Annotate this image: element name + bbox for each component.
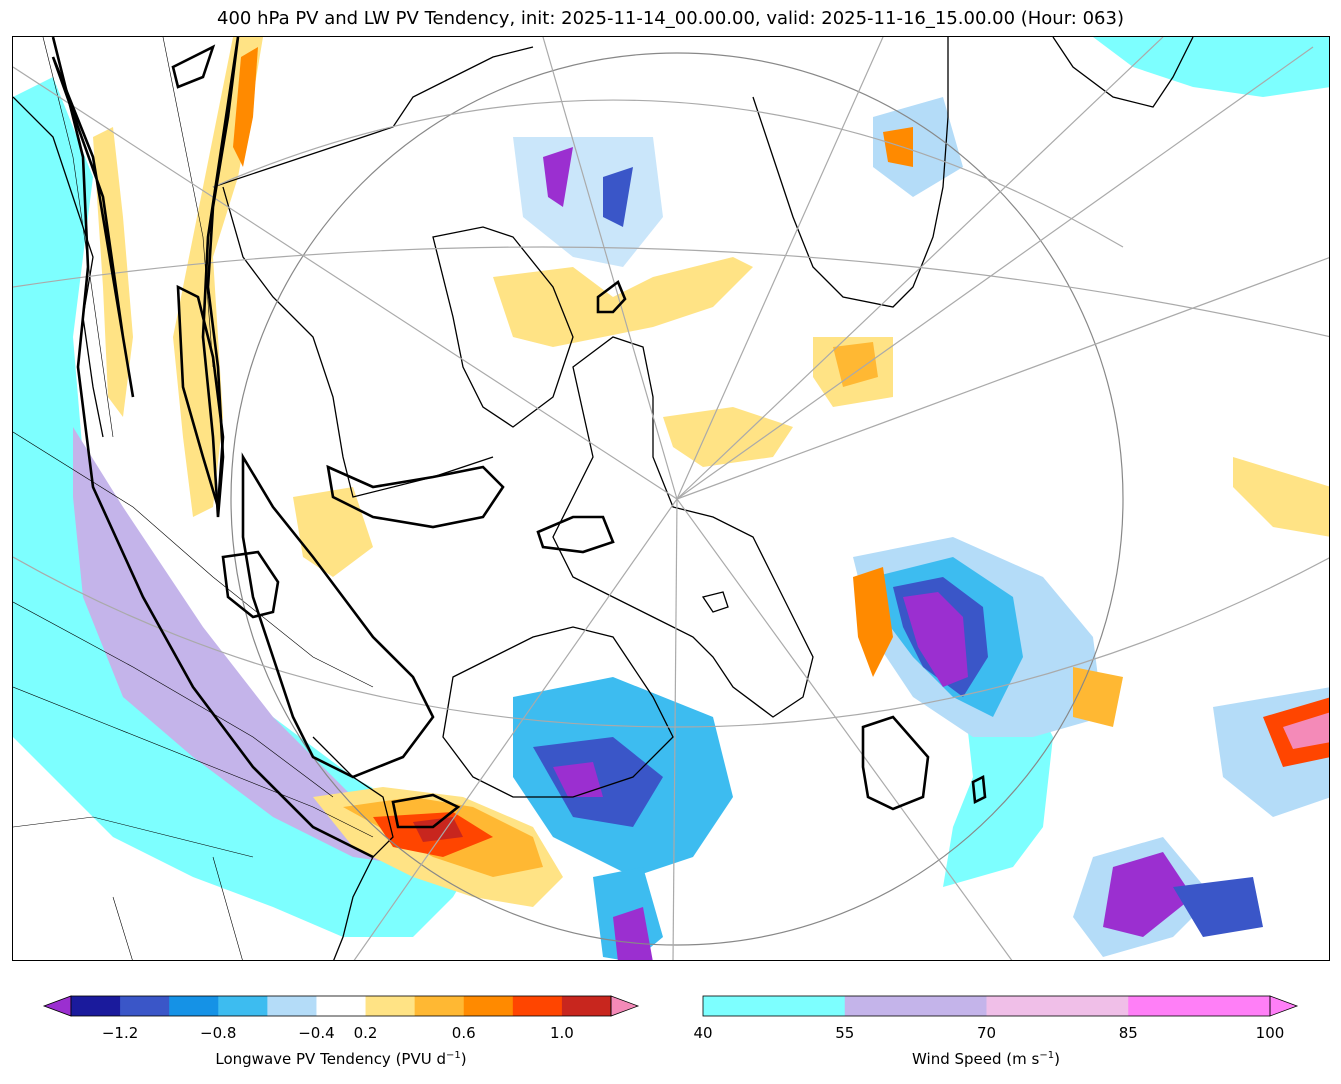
pv-colorbar-swatch [218, 996, 268, 1016]
wind-colorbar-swatch [703, 996, 846, 1016]
pv-colorbar-label: Longwave PV Tendency (PVU d−1) [215, 1050, 467, 1068]
pv-colorbar-tick-label: −1.2 [101, 1024, 139, 1042]
pv-colorbar-swatch [120, 996, 170, 1016]
wind-colorbar-swatch [986, 996, 1129, 1016]
pv-tendency-colorbar [42, 995, 640, 1017]
wind-colorbar-high-extend [1269, 995, 1299, 1017]
pv-colorbar-high-extend [610, 995, 640, 1017]
pv-colorbar-swatch [512, 996, 563, 1016]
pv-colorbar-tick-label: −0.8 [200, 1024, 237, 1042]
pv-colorbar-swatches [42, 995, 640, 1017]
pv-colorbar-swatch [365, 996, 416, 1016]
wind-colorbar-tick-label: 40 [693, 1024, 713, 1042]
coastlines [13, 37, 1194, 960]
pv-colorbar-tick-label: 0.2 [353, 1024, 378, 1042]
pv-colorbar-tick-label: 1.0 [549, 1024, 574, 1042]
wind-colorbar-label: Wind Speed (m s−1) [912, 1050, 1060, 1068]
figure-title: 400 hPa PV and LW PV Tendency, init: 202… [217, 8, 1124, 29]
wind-colorbar-swatch [844, 996, 987, 1016]
pv-colorbar-swatch [71, 996, 121, 1016]
pv-colorbar-swatch [463, 996, 514, 1016]
wind-colorbar-tick-label: 55 [835, 1024, 855, 1042]
pv-colorbar-tick-label: −0.4 [298, 1024, 335, 1042]
pv-colorbar-swatch [414, 996, 465, 1016]
pv-colorbar-swatch [561, 996, 612, 1016]
map-canvas [13, 37, 1329, 960]
wind-speed-colorbar [702, 995, 1299, 1017]
pv-colorbar-swatch [169, 996, 219, 1016]
pv-colorbar-swatch [316, 996, 367, 1016]
pv-contours [51, 37, 987, 859]
pv-colorbar-swatch [267, 996, 317, 1016]
wind-colorbar-tick-label: 100 [1255, 1024, 1285, 1042]
pv-colorbar-low-extend [42, 995, 72, 1017]
wind-colorbar-tick-label: 70 [976, 1024, 997, 1042]
wind-colorbar-swatches [702, 995, 1299, 1017]
wind-colorbar-tick-label: 85 [1118, 1024, 1138, 1042]
map-panel [12, 36, 1330, 961]
pv-colorbar-tick-label: 0.6 [451, 1024, 476, 1042]
wind-colorbar-swatch [1128, 996, 1271, 1016]
